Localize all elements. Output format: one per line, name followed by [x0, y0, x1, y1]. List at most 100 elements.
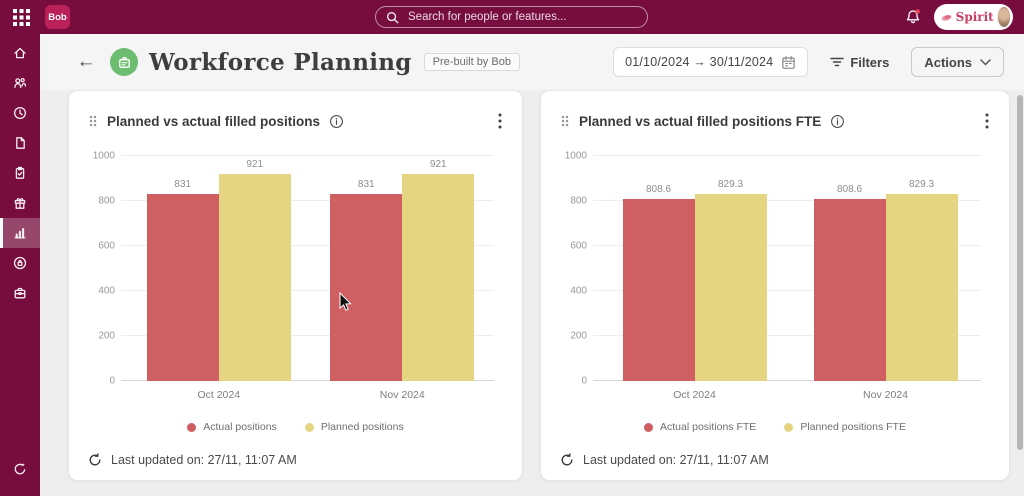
y-axis-tick-label: 200	[98, 330, 115, 342]
legend-entry-actual-positions-fte[interactable]: Actual positions FTE	[644, 421, 756, 433]
gridline	[593, 245, 981, 246]
notification-dot	[915, 9, 920, 14]
sidebar-item-document[interactable]	[0, 128, 40, 158]
bar-value-label: 829.3	[908, 179, 935, 191]
legend-label: Planned positions	[320, 421, 404, 433]
x-axis-label: Nov 2024	[863, 389, 908, 401]
filters-label: Filters	[850, 54, 890, 70]
chart-legend: Actual positions FTE Planned positions FT…	[541, 421, 1009, 433]
home-icon	[14, 47, 26, 59]
document-icon	[16, 137, 25, 149]
y-axis-tick-label: 1000	[564, 150, 587, 162]
legend-label: Actual positions	[203, 421, 277, 433]
chart-title: Planned vs actual filled positions	[107, 113, 321, 129]
bar-planned-positions-oct-2024[interactable]	[218, 173, 291, 381]
filters-button[interactable]: Filters	[824, 54, 895, 71]
x-axis-label: Nov 2024	[379, 389, 425, 401]
widget-menu-kebab-icon[interactable]	[494, 113, 506, 129]
bar-actual-positions-oct-2024[interactable]	[146, 194, 219, 381]
bar-value-label: 831	[357, 179, 375, 191]
gridline	[121, 380, 494, 381]
bar-planned-positions-nov-2024[interactable]	[402, 173, 475, 381]
gridline	[593, 200, 981, 201]
actions-button[interactable]: Actions	[911, 47, 1004, 77]
workspace-name: Spirit	[955, 10, 994, 24]
y-axis-tick-label: 400	[570, 285, 587, 297]
actions-label: Actions	[924, 54, 972, 70]
y-axis-tick-label: 200	[570, 330, 587, 342]
y-axis-tick-label: 1000	[92, 150, 115, 162]
bar-value-label: 829.3	[717, 179, 744, 191]
bar-planned-positions-fte-oct-2024[interactable]	[694, 194, 767, 381]
chart-title: Planned vs actual filled positions FTE	[579, 113, 822, 129]
clipboard-icon	[15, 166, 25, 179]
user-avatar[interactable]	[996, 6, 1011, 28]
legend-dot	[187, 422, 197, 432]
gift-icon	[14, 198, 26, 209]
workforce-planning-icon	[110, 48, 138, 76]
legend-entry-planned-positions[interactable]: Planned positions	[304, 421, 404, 433]
sidebar-item-briefcase[interactable]	[0, 278, 40, 308]
drag-handle-icon[interactable]	[88, 114, 98, 128]
gridline	[121, 335, 494, 336]
legend-label: Planned positions FTE	[800, 421, 906, 433]
chevron-down-icon	[980, 58, 991, 65]
filter-icon	[830, 57, 845, 67]
whats-new-icon	[14, 463, 26, 475]
date-range-picker[interactable]: 01/10/2024 → 30/11/2024	[613, 47, 809, 77]
prebuilt-badge: Pre-built by Bob	[423, 53, 520, 71]
notifications-bell-icon[interactable]	[904, 8, 922, 26]
bar-actual-positions-fte-oct-2024[interactable]	[622, 199, 695, 381]
x-axis-label: Oct 2024	[197, 389, 241, 401]
search-icon	[386, 11, 399, 23]
gridline	[593, 155, 981, 156]
legend-entry-planned-positions-fte[interactable]: Planned positions FTE	[784, 421, 906, 433]
sidebar-item-people[interactable]	[0, 68, 40, 98]
gridline	[121, 200, 494, 201]
gridline	[593, 380, 981, 381]
top-navigation-bar: Bob Spirit	[0, 0, 1024, 34]
legend-entry-actual-positions[interactable]: Actual positions	[187, 421, 277, 433]
bob-logo[interactable]: Bob	[45, 5, 70, 29]
search-input[interactable]	[406, 10, 637, 24]
bar-value-label: 831	[174, 179, 192, 191]
y-axis-tick-label: 800	[98, 195, 115, 207]
back-button[interactable]: ←	[74, 50, 98, 74]
workspace-switcher[interactable]: Spirit	[934, 4, 1013, 30]
sidebar-item-clipboard[interactable]	[0, 158, 40, 188]
page-title: Workforce Planning	[149, 48, 412, 76]
widget-planned-vs-actual-positions: Planned vs actual filled positions 0 200 4…	[68, 90, 523, 481]
refresh-icon[interactable]	[560, 453, 574, 467]
legend-dot	[644, 422, 654, 432]
sidebar-item-home[interactable]	[0, 38, 40, 68]
sidebar-item-whats-new[interactable]	[0, 454, 40, 484]
y-axis-tick-label: 400	[98, 285, 115, 297]
info-icon[interactable]	[830, 114, 845, 129]
refresh-icon[interactable]	[88, 453, 102, 467]
global-search	[375, 6, 648, 28]
bar-value-label: 808.6	[645, 184, 672, 196]
widget-menu-kebab-icon[interactable]	[981, 113, 993, 129]
y-axis-tick-label: 600	[98, 240, 115, 252]
bar-actual-positions-fte-nov-2024[interactable]	[813, 199, 886, 381]
sidebar-item-clock[interactable]	[0, 98, 40, 128]
bar-planned-positions-fte-nov-2024[interactable]	[885, 194, 958, 381]
bar-chart: 0 200 400 600 800 1000 831 921 Oct 2024 831 921 Nov…	[69, 141, 522, 411]
y-axis-tick-label: 600	[570, 240, 587, 252]
gridline	[121, 290, 494, 291]
spirit-logo-icon	[941, 14, 952, 21]
sidebar-item-gift[interactable]	[0, 188, 40, 218]
bar-value-label: 808.6	[836, 184, 863, 196]
privacy-lock-icon	[13, 256, 27, 270]
app-launcher-icon[interactable]	[13, 8, 30, 26]
gridline	[121, 155, 494, 156]
people-icon	[14, 77, 27, 89]
vertical-scrollbar[interactable]	[1017, 95, 1023, 450]
sidebar-item-privacy-lock[interactable]	[0, 248, 40, 278]
chart-legend: Actual positions Planned positions	[69, 421, 522, 433]
info-icon[interactable]	[329, 114, 344, 129]
clock-icon	[13, 106, 27, 120]
bar-actual-positions-nov-2024[interactable]	[330, 194, 403, 381]
sidebar-item-bar-chart[interactable]	[0, 218, 40, 248]
drag-handle-icon[interactable]	[560, 114, 570, 128]
